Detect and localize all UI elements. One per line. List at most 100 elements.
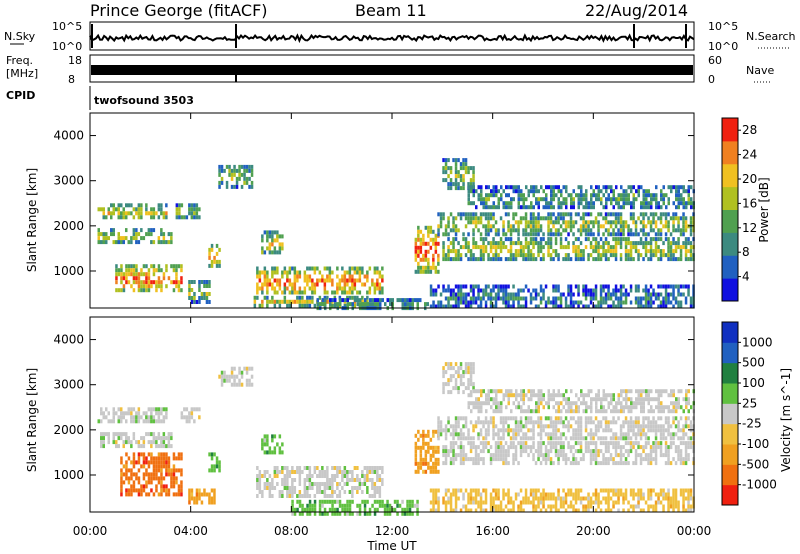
heatmap-cell	[525, 185, 528, 190]
heatmap-cell	[682, 504, 685, 509]
heatmap-cell	[230, 176, 234, 181]
heatmap-cell	[371, 478, 374, 482]
heatmap-cell	[447, 300, 450, 305]
heatmap-cell	[97, 240, 100, 245]
heatmap-cell	[452, 488, 455, 493]
heatmap-cell	[447, 366, 450, 371]
heatmap-cell	[145, 419, 148, 424]
heatmap-cell	[437, 432, 440, 437]
heatmap-cell	[579, 424, 583, 429]
heatmap-cell	[550, 201, 553, 206]
heatmap-cell	[417, 465, 420, 470]
heatmap-cell	[607, 296, 610, 301]
heatmap-cell	[544, 508, 548, 513]
heatmap-cell	[185, 419, 189, 424]
heatmap-cell	[585, 393, 588, 398]
heatmap-cell	[669, 245, 673, 250]
heatmap-cell	[477, 185, 480, 190]
heatmap-cell	[680, 405, 683, 410]
heatmap-cell	[323, 290, 327, 295]
heatmap-cell	[579, 436, 583, 441]
heatmap-cell	[524, 432, 528, 437]
heatmap-cell	[672, 420, 675, 425]
heatmap-cell	[614, 232, 618, 237]
heatmap-cell	[278, 250, 282, 255]
heatmap-cell	[391, 507, 394, 512]
heatmap-cell	[684, 432, 688, 437]
heatmap-cell	[263, 274, 267, 279]
heatmap-cell	[482, 449, 485, 454]
heatmap-cell	[127, 272, 131, 277]
heatmap-cell	[622, 420, 625, 425]
heatmap-cell	[677, 304, 680, 309]
heatmap-cell	[230, 366, 234, 371]
heatmap-cell	[278, 234, 282, 239]
heatmap-cell	[644, 304, 648, 309]
heatmap-cell	[437, 224, 440, 229]
heatmap-cell	[577, 249, 580, 254]
heatmap-cell	[228, 168, 231, 173]
heatmap-cell	[507, 212, 510, 217]
heatmap-cell	[529, 224, 533, 229]
heatmap-cell	[590, 409, 593, 414]
heatmap-cell	[419, 241, 423, 246]
heatmap-cell	[607, 457, 610, 462]
heatmap-cell	[160, 440, 163, 445]
power-colorbar-label: Power [dB]	[757, 177, 771, 242]
heatmap-cell	[487, 185, 490, 190]
heatmap-cell	[649, 284, 653, 289]
heatmap-cell	[281, 274, 284, 279]
heatmap-cell	[160, 472, 163, 477]
heatmap-cell	[522, 304, 525, 309]
heatmap-cell	[595, 185, 598, 190]
heatmap-cell	[640, 185, 643, 190]
heatmap-cell	[245, 168, 249, 173]
heatmap-cell	[434, 457, 438, 462]
heatmap-cell	[142, 236, 146, 241]
heatmap-cell	[522, 296, 525, 301]
heatmap-cell	[480, 197, 483, 202]
heatmap-cell	[462, 370, 465, 375]
heatmap-cell	[459, 374, 463, 379]
heatmap-cell	[487, 284, 490, 289]
heatmap-cell	[452, 241, 455, 246]
heatmap-cell	[223, 370, 226, 375]
heatmap-cell	[584, 220, 588, 225]
heatmap-cell	[328, 486, 332, 490]
heatmap-cell	[537, 205, 540, 210]
heatmap-cell	[432, 445, 435, 450]
heatmap-cell	[585, 205, 588, 210]
heatmap-cell	[454, 420, 458, 425]
heatmap-cell	[331, 482, 334, 486]
heatmap-cell	[489, 228, 493, 233]
heatmap-cell	[599, 237, 603, 242]
heatmap-cell	[644, 432, 648, 437]
heatmap-cell	[278, 286, 282, 291]
heatmap-cell	[619, 296, 623, 301]
heatmap-cell	[462, 158, 465, 163]
heatmap-cell	[170, 432, 173, 437]
heatmap-cell	[552, 393, 555, 398]
heatmap-cell	[472, 488, 475, 493]
heatmap-cell	[424, 249, 428, 254]
heatmap-cell	[218, 172, 221, 177]
heatmap-cell	[233, 366, 236, 371]
heatmap-cell	[579, 249, 583, 254]
heatmap-cell	[610, 185, 613, 190]
heatmap-cell	[570, 405, 573, 410]
heatmap-cell	[145, 284, 148, 289]
heatmap-cell	[522, 445, 525, 450]
heatmap-cell	[572, 189, 575, 194]
heatmap-cell	[539, 461, 543, 466]
heatmap-cell	[607, 185, 610, 190]
heatmap-cell	[542, 189, 545, 194]
heatmap-cell	[328, 499, 332, 504]
heatmap-cell	[512, 185, 515, 190]
heatmap-cell	[502, 245, 505, 250]
heatmap-cell	[672, 304, 675, 309]
heatmap-cell	[467, 201, 470, 206]
heatmap-cell	[414, 453, 418, 458]
heatmap-cell	[371, 470, 374, 474]
heatmap-cell	[170, 436, 173, 441]
heatmap-cell	[195, 488, 199, 493]
